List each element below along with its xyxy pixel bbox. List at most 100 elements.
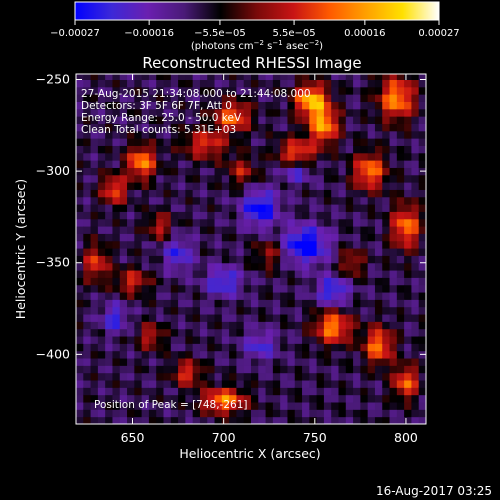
heatmap-cell xyxy=(83,306,92,315)
heatmap-cell xyxy=(345,233,354,242)
heatmap-cell xyxy=(353,380,361,388)
heatmap-cell xyxy=(404,138,412,146)
heatmap-cell xyxy=(404,79,412,88)
heatmap-cell xyxy=(236,94,245,102)
heatmap-cell xyxy=(258,248,267,256)
heatmap-cell xyxy=(199,152,208,161)
heatmap-cell xyxy=(287,402,296,410)
heatmap-cell xyxy=(309,416,318,424)
heatmap-cell xyxy=(294,145,303,154)
heatmap-cell xyxy=(316,292,325,300)
heatmap-cell xyxy=(345,380,354,388)
heatmap-cell xyxy=(294,402,303,410)
heatmap-cell xyxy=(170,160,179,168)
heatmap-cell xyxy=(360,409,369,418)
heatmap-cell xyxy=(345,306,354,315)
heatmap-cell xyxy=(258,233,267,242)
heatmap-cell xyxy=(265,262,274,271)
heatmap-cell xyxy=(90,79,99,88)
heatmap-cell xyxy=(331,270,339,278)
heatmap-cell xyxy=(243,189,252,198)
heatmap-cell xyxy=(148,380,157,388)
heatmap-cell xyxy=(418,372,426,381)
heatmap-cell xyxy=(396,145,405,154)
heatmap-cell xyxy=(302,306,310,315)
heatmap-cell xyxy=(280,328,288,337)
heatmap-cell xyxy=(83,145,92,154)
heatmap-cell xyxy=(353,306,361,315)
heatmap-cell xyxy=(353,138,361,146)
heatmap-cell xyxy=(374,182,383,190)
heatmap-cell xyxy=(258,101,267,110)
heatmap-cell xyxy=(302,292,310,300)
heatmap-cell xyxy=(338,277,347,286)
heatmap-cell xyxy=(76,174,84,183)
heatmap-cell xyxy=(178,336,186,344)
heatmap-cell xyxy=(396,240,405,249)
heatmap-cell xyxy=(396,365,405,374)
heatmap-cell xyxy=(280,394,288,403)
heatmap-cell xyxy=(323,248,332,256)
heatmap-cell xyxy=(148,204,157,212)
heatmap-cell xyxy=(287,328,296,337)
heatmap-cell xyxy=(353,74,361,80)
heatmap-cell xyxy=(214,365,223,374)
heatmap-cell xyxy=(178,116,186,124)
heatmap-cell xyxy=(302,365,310,374)
heatmap-cell xyxy=(112,306,121,315)
heatmap-cell xyxy=(411,277,420,286)
heatmap-cell xyxy=(148,226,157,234)
heatmap-cell xyxy=(302,277,310,286)
heatmap-cell xyxy=(199,101,208,110)
heatmap-cell xyxy=(374,94,383,102)
heatmap-cell xyxy=(280,255,288,264)
heatmap-cell xyxy=(382,292,391,300)
heatmap-cell xyxy=(251,284,259,293)
heatmap-cell xyxy=(83,262,92,271)
heatmap-cell xyxy=(302,160,310,168)
heatmap-cell xyxy=(243,196,252,205)
heatmap-cell xyxy=(236,86,245,95)
heatmap-cell xyxy=(294,336,303,344)
heatmap-cell xyxy=(353,182,361,190)
heatmap-cell xyxy=(360,336,369,344)
heatmap-cell xyxy=(221,108,230,117)
heatmap-cell xyxy=(141,262,150,271)
heatmap-cell xyxy=(214,416,223,424)
heatmap-cell xyxy=(251,416,259,424)
heatmap-cell xyxy=(221,416,230,424)
heatmap-cell xyxy=(199,306,208,315)
heatmap-cell xyxy=(170,365,179,374)
heatmap-cell xyxy=(134,248,143,256)
heatmap-cell xyxy=(411,402,420,410)
heatmap-cell xyxy=(294,226,303,234)
heatmap-cell xyxy=(148,152,157,161)
heatmap-cell xyxy=(97,189,106,198)
heatmap-cell xyxy=(258,321,267,330)
heatmap-cell xyxy=(207,94,216,102)
heatmap-cell xyxy=(302,343,310,352)
heatmap-cell xyxy=(287,233,296,242)
heatmap-cell xyxy=(382,336,391,344)
heatmap-cell xyxy=(396,380,405,388)
heatmap-cell xyxy=(127,270,135,278)
colorbar-tick-label: 0.00016 xyxy=(344,28,385,39)
heatmap-cell xyxy=(207,387,216,396)
heatmap-cell xyxy=(309,130,318,139)
heatmap-cell xyxy=(90,336,99,344)
heatmap-cell xyxy=(280,270,288,278)
heatmap-cell xyxy=(141,74,150,80)
heatmap-cell xyxy=(90,277,99,286)
heatmap-cell xyxy=(141,277,150,286)
heatmap-cell xyxy=(156,174,164,183)
heatmap-cell xyxy=(331,314,339,322)
heatmap-cell xyxy=(119,167,128,176)
heatmap-cell xyxy=(251,130,259,139)
heatmap-cell xyxy=(141,380,150,388)
heatmap-cell xyxy=(418,240,426,249)
heatmap-cell xyxy=(236,204,245,212)
heatmap-cell xyxy=(90,387,99,396)
heatmap-cell xyxy=(404,358,412,366)
heatmap-cell xyxy=(258,189,267,198)
heatmap-cell xyxy=(316,160,325,168)
